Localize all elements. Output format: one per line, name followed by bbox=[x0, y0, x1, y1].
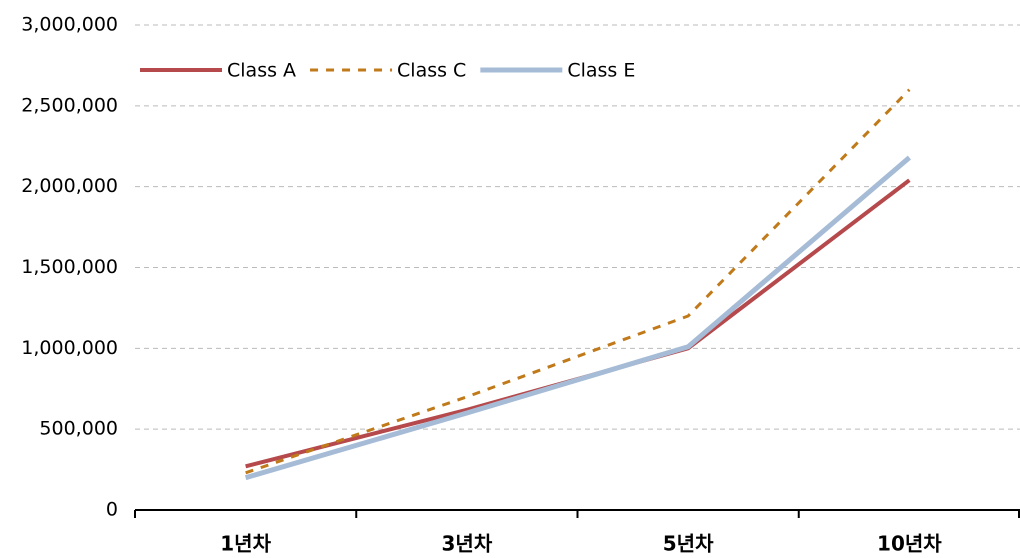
series-line bbox=[244, 155, 911, 481]
y-tick-label: 500,000 bbox=[39, 418, 118, 440]
series-line bbox=[245, 178, 911, 469]
legend-label: Class A bbox=[227, 60, 296, 82]
y-tick-label: 2,500,000 bbox=[21, 94, 118, 116]
y-tick-label: 2,000,000 bbox=[21, 175, 118, 197]
x-tick-label: 5년차 bbox=[663, 532, 714, 556]
y-tick-label: 3,000,000 bbox=[21, 14, 118, 36]
x-tick-label: 1년차 bbox=[220, 532, 271, 556]
series-line bbox=[245, 88, 911, 475]
x-tick-label: 3년차 bbox=[442, 532, 493, 556]
y-tick-label: 1,500,000 bbox=[21, 256, 118, 278]
legend-label: Class E bbox=[567, 60, 635, 82]
legend-label: Class C bbox=[397, 60, 466, 82]
y-tick-label: 0 bbox=[106, 499, 118, 521]
x-tick-label: 10년차 bbox=[877, 532, 942, 556]
y-tick-label: 1,000,000 bbox=[21, 337, 118, 359]
